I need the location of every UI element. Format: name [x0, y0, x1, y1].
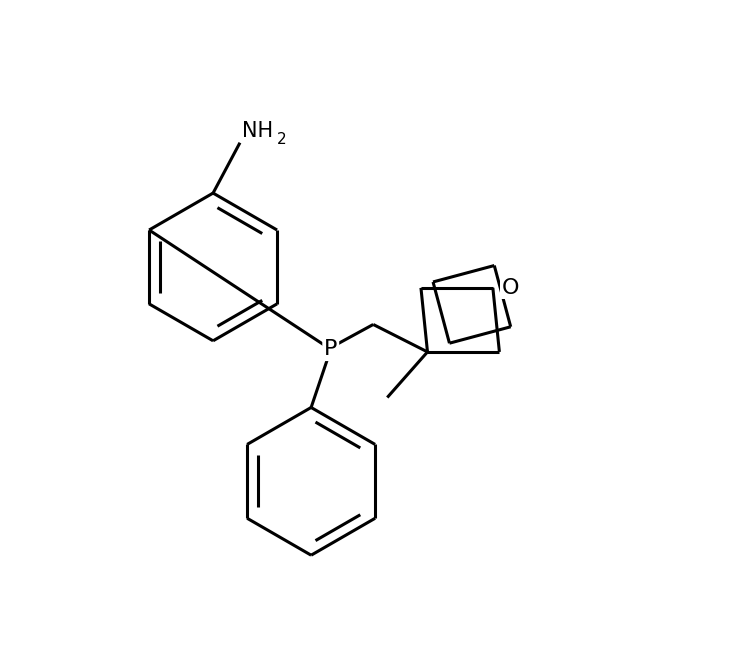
Text: P: P	[324, 340, 337, 359]
Text: 2: 2	[276, 132, 286, 148]
Text: NH: NH	[242, 120, 273, 141]
Text: O: O	[501, 278, 519, 298]
